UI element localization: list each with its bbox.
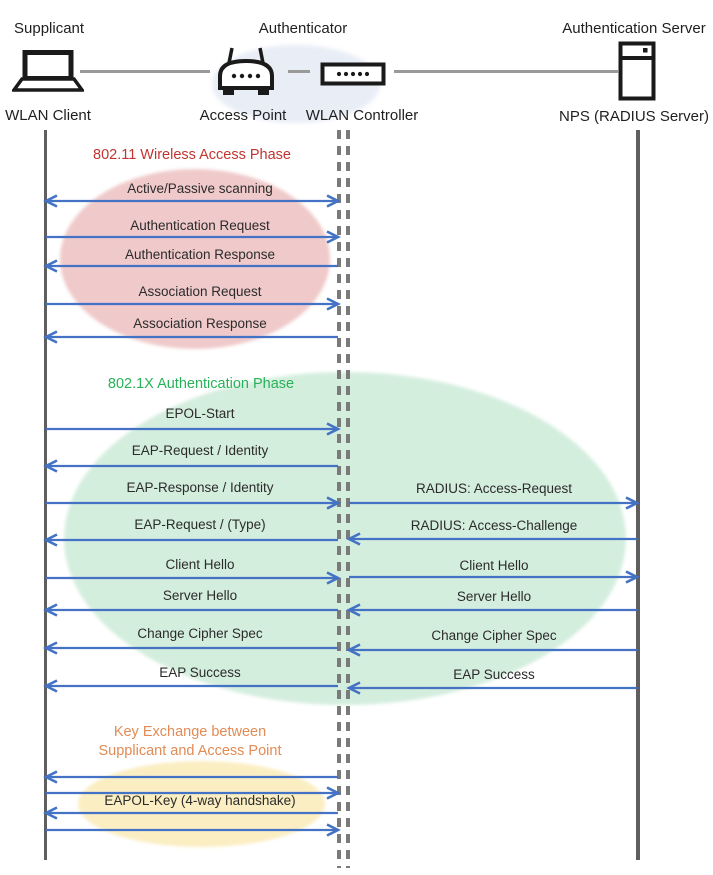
- message-arrow: [46, 297, 341, 311]
- message-label: Active/Passive scanning: [127, 181, 273, 196]
- message-arrow: [43, 806, 338, 820]
- message-arrow: [349, 570, 640, 584]
- message-arrow: [46, 786, 341, 800]
- device-label-wlan-controller: WLAN Controller: [305, 107, 419, 124]
- message-label: EAPOL-Key (4-way handshake): [104, 793, 296, 808]
- device-label-access-point: Access Point: [199, 107, 287, 124]
- message-arrow: [43, 194, 341, 208]
- phase3-title: Key Exchange between Supplicant and Acce…: [99, 723, 282, 760]
- laptop-icon: [12, 50, 84, 94]
- connector-controller-server: [394, 70, 618, 73]
- lifeline-wlan-client: [43, 130, 47, 860]
- message-label: EAP Success: [159, 665, 241, 680]
- wlan-controller-icon: [320, 62, 386, 86]
- message-arrow: [43, 679, 338, 693]
- phase2-title: 802.1X Authentication Phase: [107, 376, 295, 392]
- device-label-wlan-client: WLAN Client: [5, 107, 91, 124]
- message-arrow: [46, 823, 341, 837]
- message-arrow: [43, 259, 338, 273]
- message-label: Server Hello: [456, 589, 532, 604]
- server-icon: [618, 41, 656, 101]
- message-arrow: [349, 496, 640, 510]
- phase1-wireless-access-ellipse: [60, 169, 330, 349]
- message-label: RADIUS: Access-Challenge: [410, 518, 578, 533]
- access-point-icon: [214, 46, 278, 98]
- message-arrow: [43, 641, 338, 655]
- phase3-title-line1: Key Exchange between: [113, 724, 267, 740]
- message-arrow: [46, 230, 341, 244]
- message-label: Client Hello: [459, 558, 529, 573]
- message-label: Association Response: [133, 316, 267, 331]
- role-title-authenticator: Authenticator: [258, 20, 348, 37]
- message-arrow: [46, 496, 341, 510]
- message-label: RADIUS: Access-Request: [415, 481, 573, 496]
- device-label-nps-radius-server: NPS (RADIUS Server): [558, 108, 710, 125]
- message-label: EAP-Request / Identity: [131, 443, 269, 458]
- message-label: Association Request: [138, 284, 262, 299]
- message-arrow: [346, 603, 637, 617]
- lifeline-wlan-controller-dashed-2: [346, 130, 350, 868]
- message-arrow: [43, 533, 338, 547]
- message-arrow: [346, 643, 637, 657]
- role-title-authentication-server: Authentication Server: [562, 20, 706, 37]
- message-arrow: [46, 422, 341, 436]
- connector-ap-controller: [288, 70, 310, 73]
- message-arrow: [43, 603, 338, 617]
- connector-client-ap: [80, 70, 210, 73]
- phase3-title-line2: Supplicant and Access Point: [98, 742, 282, 759]
- message-arrow: [346, 681, 637, 695]
- message-label: Authentication Response: [124, 247, 276, 262]
- message-arrow: [43, 459, 338, 473]
- role-title-supplicant: Supplicant: [14, 20, 85, 37]
- message-label: Authentication Request: [130, 218, 270, 233]
- message-arrow: [346, 532, 637, 546]
- message-arrow: [46, 571, 341, 585]
- message-label: Server Hello: [162, 588, 238, 603]
- message-label: Change Cipher Spec: [431, 628, 557, 643]
- phase3-key-exchange-ellipse: [78, 761, 325, 847]
- lifeline-radius-server: [636, 130, 640, 860]
- message-label: EAP-Request / (Type): [134, 517, 266, 532]
- message-label: EAP Success: [453, 667, 535, 682]
- phase1-title: 802.11 Wireless Access Phase: [93, 147, 291, 163]
- message-label: EPOL-Start: [165, 406, 235, 421]
- message-label: Change Cipher Spec: [137, 626, 263, 641]
- message-arrow: [43, 770, 338, 784]
- message-arrow: [43, 330, 338, 344]
- message-label: Client Hello: [165, 557, 235, 572]
- message-label: EAP-Response / Identity: [126, 480, 274, 495]
- lifeline-wlan-controller-dashed-1: [337, 130, 341, 868]
